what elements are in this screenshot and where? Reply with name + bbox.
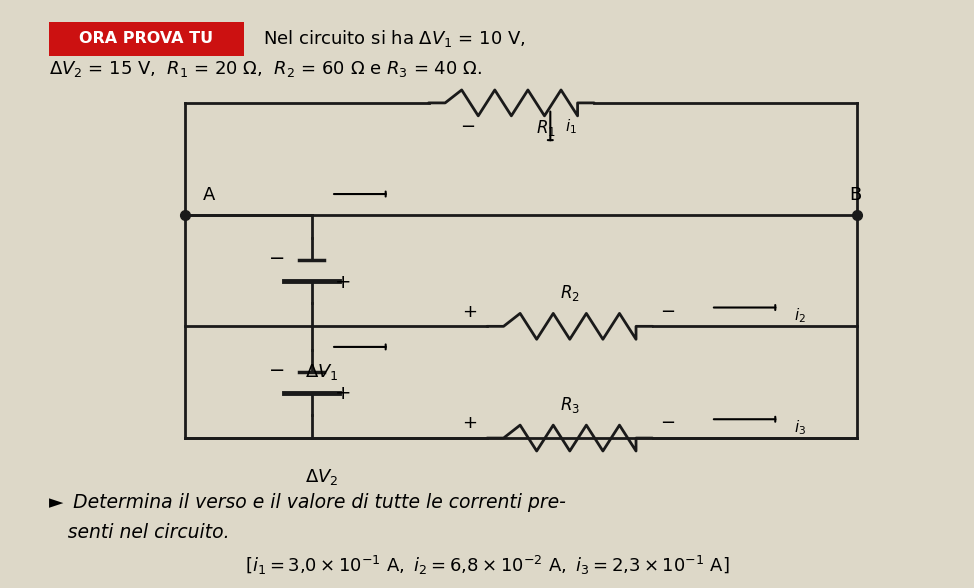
Text: $i_1$: $i_1$ [565,117,577,136]
Text: $R_2$: $R_2$ [560,283,580,303]
Text: ►  Determina il verso e il valore di tutte le correnti pre-: ► Determina il verso e il valore di tutt… [49,493,566,512]
Text: $\Delta V_2$: $\Delta V_2$ [305,467,338,487]
Text: +: + [335,273,351,292]
Text: $i_3$: $i_3$ [794,418,805,437]
Text: Nel circuito si ha $\Delta V_1$ = 10 V,: Nel circuito si ha $\Delta V_1$ = 10 V, [263,28,526,49]
Text: −: − [270,249,285,268]
Text: senti nel circuito.: senti nel circuito. [49,523,229,542]
Text: $R_3$: $R_3$ [560,395,580,415]
Text: +: + [462,303,477,320]
Text: $\Delta V_1$: $\Delta V_1$ [305,362,338,382]
Text: $R_1$: $R_1$ [536,118,555,138]
Text: A: A [203,186,215,204]
Text: $i_2$: $i_2$ [794,306,805,325]
Text: $[i_1 = 3{,}0 \times 10^{-1}\ \mathrm{A},\ i_2 = 6{,}8 \times 10^{-2}\ \mathrm{A: $[i_1 = 3{,}0 \times 10^{-1}\ \mathrm{A}… [244,554,730,577]
Text: B: B [849,186,862,204]
Bar [49,22,244,56]
Text: +: + [335,385,351,403]
Text: −: − [270,361,285,380]
Text: +: + [462,415,477,432]
Text: −: − [460,118,475,136]
Text: −: − [659,303,675,320]
Text: ORA PROVA TU: ORA PROVA TU [79,31,213,46]
Text: −: − [659,415,675,432]
Text: $\Delta V_2$ = 15 V,  $R_1$ = 20 Ω,  $R_2$ = 60 Ω e $R_3$ = 40 Ω.: $\Delta V_2$ = 15 V, $R_1$ = 20 Ω, $R_2$… [49,59,482,79]
